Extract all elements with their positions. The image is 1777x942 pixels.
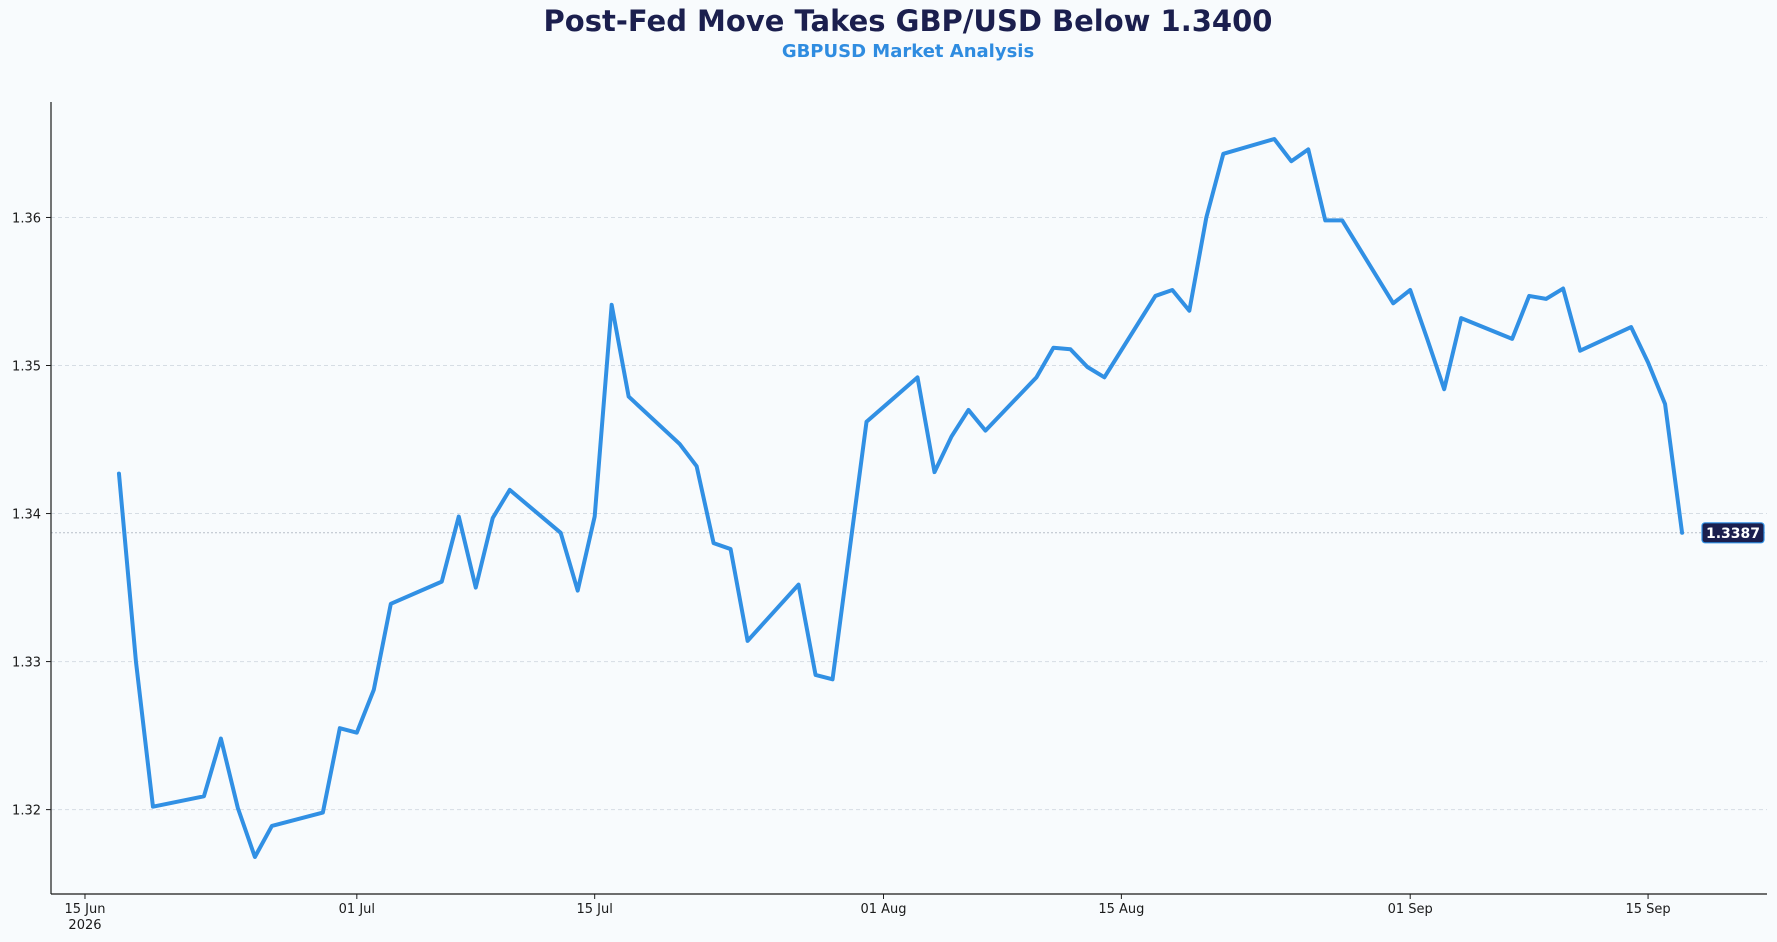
chart-subtitle: GBPUSD Market Analysis bbox=[782, 41, 1034, 62]
x-tick-label: 15 Sep bbox=[1625, 902, 1670, 917]
y-tick-label: 1.35 bbox=[12, 360, 41, 375]
x-tick-label: 01 Jul bbox=[339, 902, 375, 917]
y-tick-label: 1.34 bbox=[12, 508, 41, 523]
axes bbox=[46, 102, 1767, 899]
x-tick-label: 01 Sep bbox=[1388, 902, 1433, 917]
y-tick-label: 1.33 bbox=[12, 656, 41, 671]
x-tick-sublabel: 2026 bbox=[68, 918, 101, 933]
price-line bbox=[116, 137, 1685, 859]
y-tick-label: 1.36 bbox=[12, 211, 41, 226]
last-value-badge-box bbox=[1701, 522, 1765, 544]
last-value-badge: 1.3387 bbox=[1701, 522, 1765, 544]
x-tick-label: 15 Jun bbox=[64, 902, 105, 917]
x-tick-label: 01 Aug bbox=[860, 902, 906, 917]
x-tick-label: 15 Jul bbox=[577, 902, 613, 917]
x-tick-label: 15 Aug bbox=[1098, 902, 1144, 917]
last-value-badge-text: 1.3387 bbox=[1706, 526, 1760, 542]
grid-lines bbox=[51, 216, 1767, 811]
series bbox=[116, 137, 1685, 859]
y-tick-label: 1.32 bbox=[12, 804, 41, 819]
chart-title: Post-Fed Move Takes GBP/USD Below 1.3400 bbox=[544, 4, 1273, 38]
